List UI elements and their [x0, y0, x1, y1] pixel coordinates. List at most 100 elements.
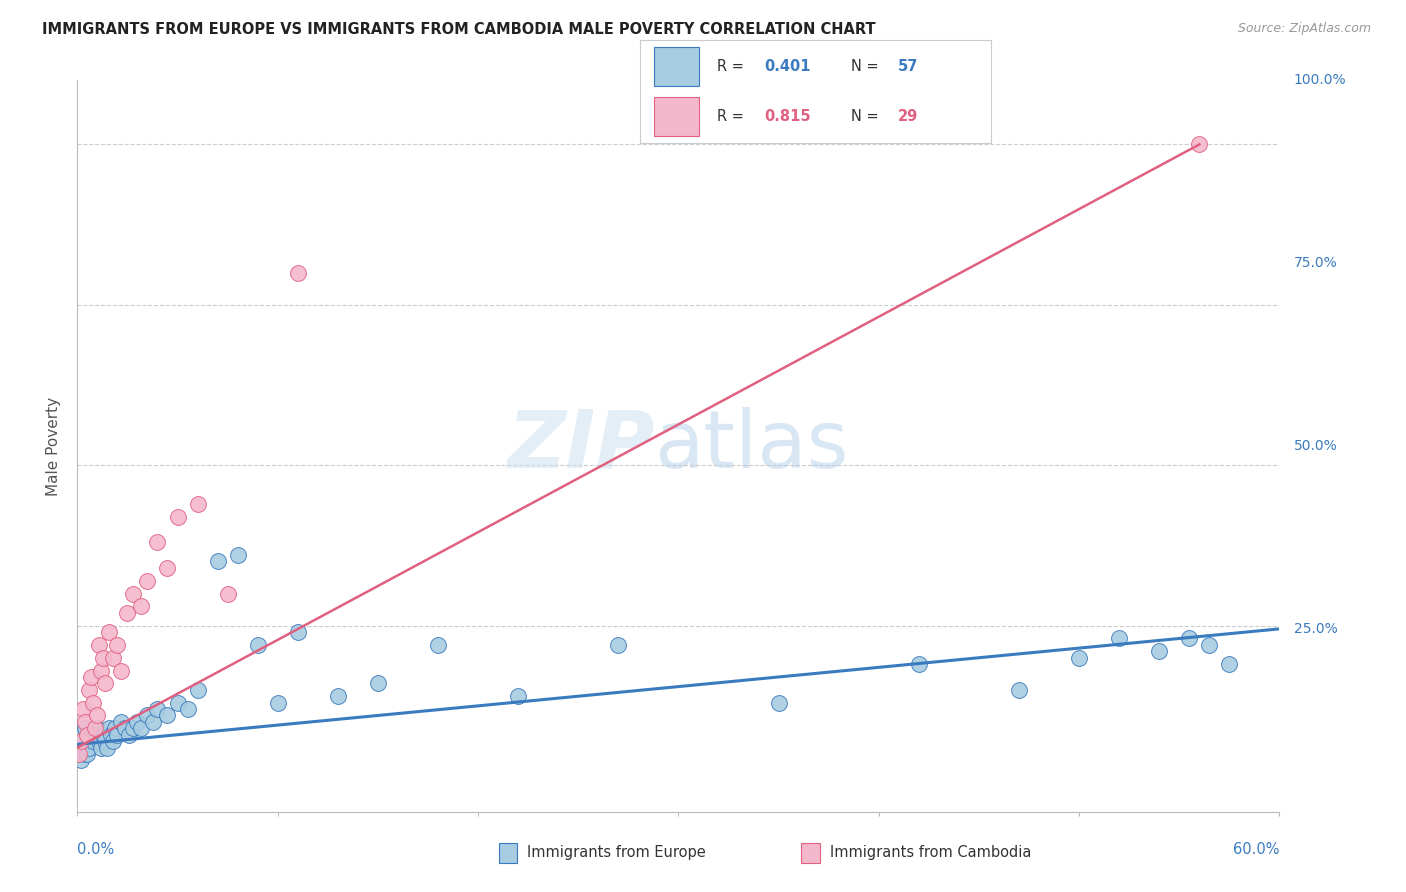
- Point: [98, 721, 121, 735]
- Point: [1008, 682, 1031, 697]
- Text: N =: N =: [851, 109, 883, 124]
- Point: [110, 714, 132, 729]
- Point: [122, 586, 145, 600]
- Text: 75.0%: 75.0%: [1294, 256, 1337, 270]
- Point: [176, 702, 198, 716]
- Text: Immigrants from Europe: Immigrants from Europe: [527, 846, 706, 860]
- Point: [82, 734, 104, 748]
- Y-axis label: Male Poverty: Male Poverty: [46, 396, 62, 496]
- Point: [79, 740, 101, 755]
- Text: 0.815: 0.815: [765, 109, 811, 124]
- Point: [186, 682, 209, 697]
- Point: [768, 696, 790, 710]
- Text: 50.0%: 50.0%: [1294, 439, 1337, 453]
- Point: [107, 728, 129, 742]
- Point: [110, 664, 132, 678]
- Point: [76, 747, 98, 761]
- Point: [93, 650, 115, 665]
- Point: [142, 714, 165, 729]
- Point: [76, 728, 98, 742]
- Point: [1198, 638, 1220, 652]
- Text: 57: 57: [898, 59, 918, 74]
- Bar: [654, 47, 700, 87]
- Point: [70, 728, 93, 742]
- Point: [75, 714, 97, 729]
- Text: 25.0%: 25.0%: [1294, 622, 1337, 636]
- Point: [86, 708, 108, 723]
- Point: [427, 638, 450, 652]
- Point: [908, 657, 931, 672]
- Point: [1178, 632, 1201, 646]
- Point: [84, 721, 107, 735]
- Point: [75, 721, 97, 735]
- Point: [146, 535, 169, 549]
- Point: [1218, 657, 1240, 672]
- Point: [90, 664, 112, 678]
- Point: [96, 740, 118, 755]
- Point: [93, 728, 115, 742]
- Point: [79, 734, 101, 748]
- Point: [114, 721, 136, 735]
- Text: 29: 29: [898, 109, 918, 124]
- Text: 0.0%: 0.0%: [77, 842, 114, 856]
- Point: [70, 753, 93, 767]
- Point: [86, 721, 108, 735]
- Text: ZIP: ZIP: [508, 407, 654, 485]
- Point: [246, 638, 269, 652]
- Point: [207, 554, 229, 568]
- Point: [67, 747, 90, 761]
- Point: [100, 728, 122, 742]
- Point: [118, 728, 141, 742]
- Point: [607, 638, 630, 652]
- Point: [82, 696, 104, 710]
- Text: 0.401: 0.401: [765, 59, 811, 74]
- Point: [90, 740, 112, 755]
- Point: [1188, 137, 1211, 152]
- Point: [136, 574, 159, 588]
- Point: [156, 708, 179, 723]
- Text: 100.0%: 100.0%: [1294, 73, 1347, 87]
- Point: [72, 702, 94, 716]
- Point: [217, 586, 239, 600]
- Point: [79, 682, 101, 697]
- Text: IMMIGRANTS FROM EUROPE VS IMMIGRANTS FROM CAMBODIA MALE POVERTY CORRELATION CHAR: IMMIGRANTS FROM EUROPE VS IMMIGRANTS FRO…: [42, 22, 876, 37]
- Point: [94, 734, 117, 748]
- Point: [267, 696, 290, 710]
- Text: 60.0%: 60.0%: [1233, 842, 1279, 856]
- Point: [131, 721, 153, 735]
- Bar: [654, 96, 700, 136]
- Point: [146, 702, 169, 716]
- Point: [98, 625, 121, 640]
- Point: [76, 740, 98, 755]
- Point: [122, 721, 145, 735]
- Text: R =: R =: [717, 59, 748, 74]
- Point: [117, 606, 139, 620]
- Point: [166, 696, 188, 710]
- Point: [72, 740, 94, 755]
- Point: [136, 708, 159, 723]
- Point: [166, 509, 188, 524]
- Point: [287, 625, 309, 640]
- Point: [1108, 632, 1130, 646]
- Point: [1149, 644, 1171, 658]
- Text: Source: ZipAtlas.com: Source: ZipAtlas.com: [1237, 22, 1371, 36]
- Point: [104, 721, 127, 735]
- Point: [103, 650, 125, 665]
- Point: [89, 638, 111, 652]
- Point: [1069, 650, 1091, 665]
- Point: [186, 497, 209, 511]
- Point: [70, 734, 93, 748]
- Point: [84, 728, 107, 742]
- Point: [89, 734, 111, 748]
- Point: [156, 561, 179, 575]
- Point: [226, 548, 249, 562]
- Point: [326, 690, 349, 704]
- Point: [94, 676, 117, 690]
- Text: Immigrants from Cambodia: Immigrants from Cambodia: [830, 846, 1031, 860]
- Point: [80, 670, 103, 684]
- Point: [72, 734, 94, 748]
- Point: [287, 266, 309, 280]
- Text: atlas: atlas: [654, 407, 849, 485]
- Point: [131, 599, 153, 614]
- Text: N =: N =: [851, 59, 883, 74]
